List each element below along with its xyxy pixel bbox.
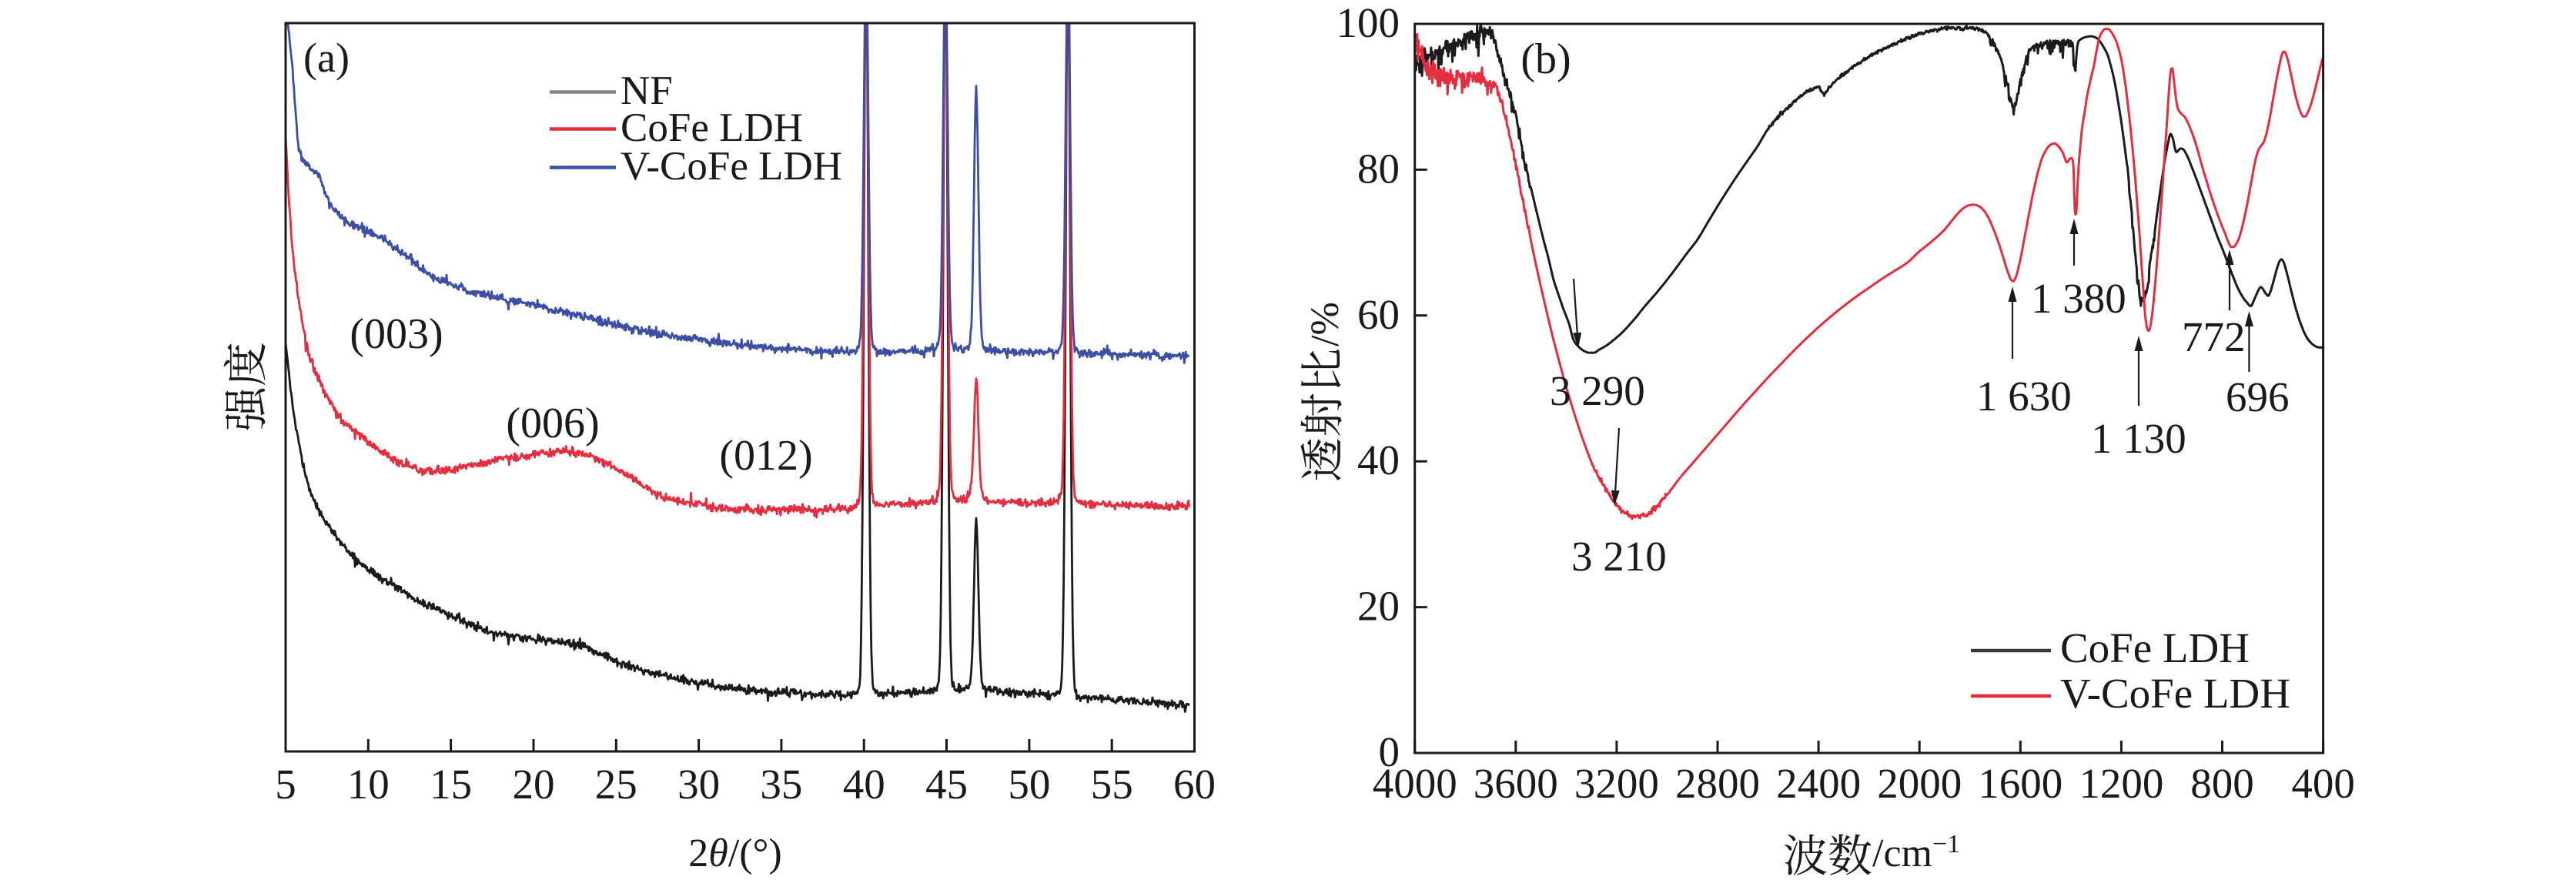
svg-text:1 630: 1 630 xyxy=(1976,373,2072,420)
svg-text:40: 40 xyxy=(843,761,885,808)
svg-text:3 210: 3 210 xyxy=(1571,533,1667,580)
svg-text:(012): (012) xyxy=(719,432,812,480)
svg-text:772: 772 xyxy=(2182,313,2246,360)
svg-text:20: 20 xyxy=(513,761,555,808)
svg-text:3200: 3200 xyxy=(1574,760,1659,807)
svg-text:80: 80 xyxy=(1357,145,1400,192)
svg-text:3600: 3600 xyxy=(1474,760,1558,807)
svg-text:1600: 1600 xyxy=(1978,760,2062,807)
svg-text:NF: NF xyxy=(621,69,673,113)
svg-text:10: 10 xyxy=(347,761,390,808)
svg-text:55: 55 xyxy=(1091,761,1133,808)
svg-text:3 290: 3 290 xyxy=(1550,367,1645,414)
svg-text:800: 800 xyxy=(2190,760,2254,807)
svg-text:40: 40 xyxy=(1357,437,1400,483)
svg-text:60: 60 xyxy=(1357,291,1400,338)
svg-text:100: 100 xyxy=(1337,0,1400,46)
svg-text:400: 400 xyxy=(2291,760,2355,807)
svg-text:35: 35 xyxy=(760,761,802,808)
svg-text:15: 15 xyxy=(430,761,472,808)
svg-text:2000: 2000 xyxy=(1877,760,1962,807)
svg-text:CoFe LDH: CoFe LDH xyxy=(621,105,803,150)
svg-text:(b): (b) xyxy=(1521,35,1571,83)
svg-text:2400: 2400 xyxy=(1776,760,1861,807)
svg-text:30: 30 xyxy=(677,761,720,808)
svg-text:V-CoFe LDH: V-CoFe LDH xyxy=(2060,670,2290,717)
svg-text:20: 20 xyxy=(1357,583,1400,630)
svg-text:50: 50 xyxy=(1008,761,1050,808)
svg-text:(006): (006) xyxy=(506,400,599,447)
svg-text:5: 5 xyxy=(275,761,296,808)
svg-text:/%: /% xyxy=(1303,302,1347,346)
svg-text:4000: 4000 xyxy=(1373,760,1457,807)
svg-text:(003): (003) xyxy=(350,310,443,358)
svg-text:2θ/(°): 2θ/(°) xyxy=(688,831,781,875)
svg-text:/cm−1: /cm−1 xyxy=(1872,830,1960,876)
svg-text:45: 45 xyxy=(925,761,968,808)
svg-text:1 380: 1 380 xyxy=(2031,275,2126,322)
svg-text:1 130: 1 130 xyxy=(2091,415,2186,462)
svg-text:V-CoFe LDH: V-CoFe LDH xyxy=(621,144,842,189)
svg-text:0: 0 xyxy=(1379,728,1400,775)
svg-text:60: 60 xyxy=(1173,761,1216,808)
svg-text:CoFe LDH: CoFe LDH xyxy=(2060,624,2250,671)
svg-text:696: 696 xyxy=(2226,373,2290,420)
svg-text:25: 25 xyxy=(595,761,637,808)
svg-text:2800: 2800 xyxy=(1675,760,1760,807)
svg-text:(a): (a) xyxy=(303,35,350,81)
svg-text:1200: 1200 xyxy=(2079,760,2163,807)
